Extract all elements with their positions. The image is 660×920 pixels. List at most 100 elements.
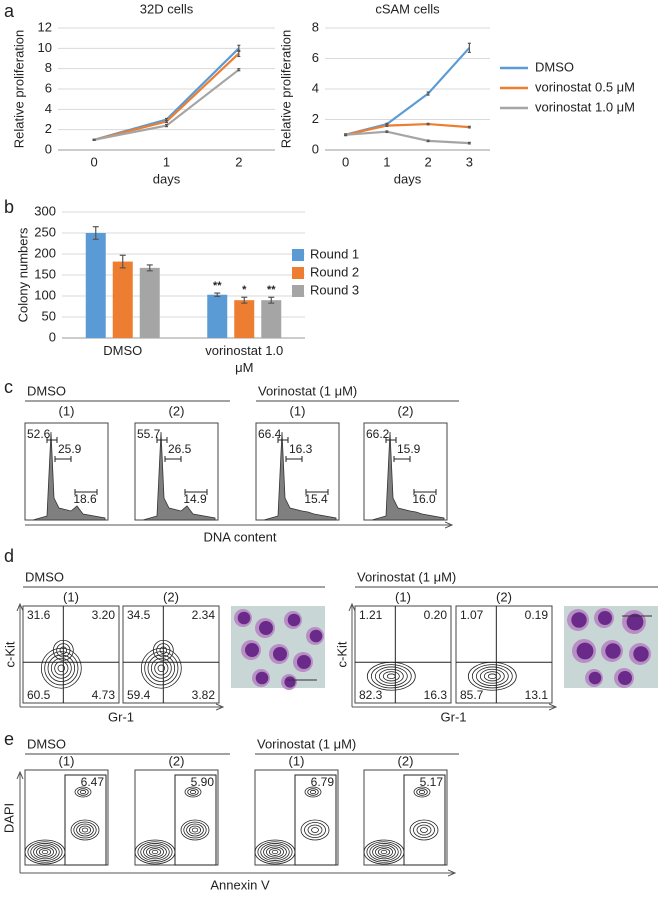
legend-swatch <box>292 285 304 297</box>
group-title: DMSO <box>27 736 66 751</box>
legend-label: Round 2 <box>310 264 359 279</box>
gate-label: 5.17 <box>420 775 444 789</box>
gate-bar <box>184 489 208 495</box>
plot-frame <box>255 422 340 521</box>
sample-label: (1) <box>59 753 75 768</box>
contour <box>41 849 49 855</box>
nucleus <box>588 671 602 685</box>
nucleus <box>571 612 587 628</box>
contour <box>77 788 89 796</box>
contour <box>471 664 513 689</box>
contour <box>380 849 388 855</box>
gate-label: 16.0 <box>412 492 436 506</box>
x-tick-label: 3 <box>466 154 473 169</box>
contour <box>307 824 323 836</box>
y-tick-label: 0 <box>49 329 56 344</box>
sample-label: (2) <box>169 753 185 768</box>
contour <box>150 657 172 679</box>
plot-frame <box>363 769 448 866</box>
nucleus <box>598 611 612 625</box>
sample-label: (1) <box>395 589 411 604</box>
quadrant-label: 60.5 <box>27 688 51 702</box>
contour <box>304 822 326 838</box>
x-tick-label: 2 <box>425 154 432 169</box>
series-line <box>345 122 470 136</box>
contour <box>309 789 317 795</box>
legend-swatch <box>292 249 304 261</box>
contour <box>271 849 279 855</box>
contour <box>374 666 408 686</box>
contour <box>143 844 167 860</box>
significance-label: * <box>242 284 247 296</box>
contour <box>154 661 169 676</box>
x-tick-label: 0 <box>342 154 349 169</box>
gate <box>64 774 107 866</box>
contour <box>409 819 439 841</box>
contour <box>378 668 404 684</box>
contour <box>266 846 284 858</box>
y-axis-label: Relative proliferation <box>278 30 293 149</box>
y-tick-label: 4 <box>45 101 52 116</box>
contour <box>24 839 66 865</box>
contour <box>73 821 97 839</box>
contour <box>140 647 182 689</box>
quadrant-label: 82.3 <box>359 688 383 702</box>
contour <box>257 841 293 863</box>
nucleus <box>245 643 259 657</box>
plot-frame <box>363 422 448 521</box>
gate-label: 66.2 <box>366 427 390 441</box>
y-axis-label: c-Kit <box>2 641 17 667</box>
contour <box>40 647 82 689</box>
panel-label: c <box>4 377 13 397</box>
contour <box>483 671 501 682</box>
nucleus <box>237 611 251 625</box>
histogram <box>263 431 337 521</box>
contour <box>56 643 71 658</box>
histogram <box>371 431 445 521</box>
nucleus <box>255 671 269 685</box>
contour <box>187 788 199 796</box>
sample-label: (2) <box>398 403 414 418</box>
quadrant-label: 3.82 <box>192 688 216 702</box>
contour <box>386 673 396 679</box>
contour <box>144 651 179 686</box>
histogram <box>142 431 216 521</box>
contour <box>38 848 52 856</box>
contour <box>156 643 171 658</box>
sample-label: (1) <box>63 589 79 604</box>
contour <box>33 844 57 860</box>
plot-frame <box>254 769 339 866</box>
contour <box>147 654 176 682</box>
contour <box>189 789 197 795</box>
nucleus <box>576 642 594 660</box>
gate-bar <box>46 437 58 443</box>
gate-bar <box>413 489 437 495</box>
contour <box>81 827 89 833</box>
contour <box>377 848 391 856</box>
contour <box>186 823 204 837</box>
y-tick-label: 2 <box>45 121 52 136</box>
group-title: Vorinostat (1 μM) <box>357 569 456 584</box>
y-tick-label: 200 <box>34 245 56 260</box>
contour <box>52 639 74 661</box>
contour <box>413 822 435 838</box>
gate-label: 14.9 <box>183 492 207 506</box>
contour <box>191 827 199 833</box>
gate-label: 26.5 <box>168 442 192 456</box>
contour <box>27 841 63 863</box>
contour <box>74 786 92 798</box>
x-axis-label: Gr-1 <box>441 709 467 724</box>
histogram <box>32 431 106 521</box>
plot-frame <box>354 605 452 704</box>
legend-label: Round 3 <box>310 282 359 297</box>
x-axis-label: days <box>153 171 181 186</box>
contour <box>366 841 402 863</box>
sample-label: (2) <box>169 403 185 418</box>
nucleus <box>605 643 621 659</box>
y-tick-label: 4 <box>312 80 319 95</box>
gate-bar <box>54 456 72 462</box>
plot-frame <box>134 769 219 866</box>
contour <box>183 821 207 839</box>
quadrant-label: 0.19 <box>525 608 549 622</box>
y-tick-label: 250 <box>34 224 56 239</box>
